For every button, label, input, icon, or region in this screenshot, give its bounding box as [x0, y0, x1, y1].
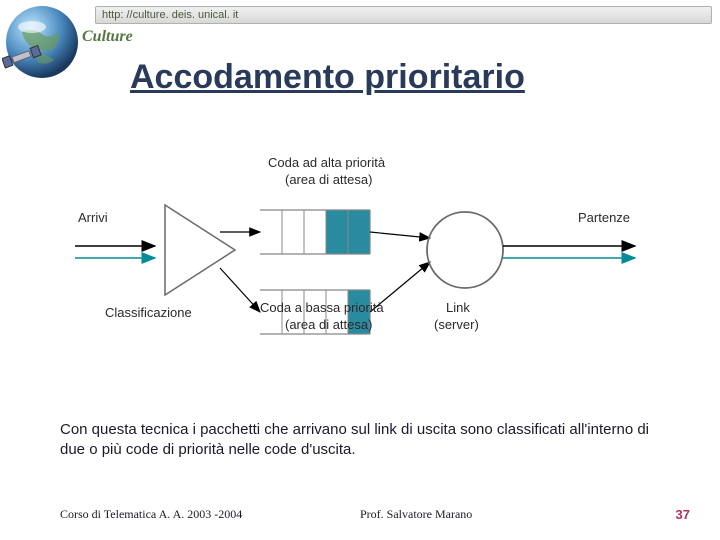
page-title: Accodamento prioritario — [130, 58, 525, 97]
label-link-2: (server) — [434, 317, 479, 332]
label-highq-1: Coda ad alta priorità — [268, 155, 385, 170]
globe-icon — [2, 2, 82, 82]
footer-course: Corso di Telematica A. A. 2003 -2004 — [60, 507, 242, 522]
header-url-text: http: //culture. deis. unical. it — [102, 9, 238, 21]
footer-page-number: 37 — [676, 507, 690, 522]
header-url-bar: http: //culture. deis. unical. it — [95, 6, 712, 24]
body-paragraph: Con questa tecnica i pacchetti che arriv… — [60, 420, 660, 461]
culture-logo: Culture — [82, 28, 133, 46]
label-arrivi: Arrivi — [78, 210, 108, 225]
label-classificazione: Classificazione — [105, 305, 192, 320]
footer-professor: Prof. Salvatore Marano — [360, 507, 472, 522]
label-highq-2: (area di attesa) — [285, 172, 372, 187]
label-partenze: Partenze — [578, 210, 630, 225]
label-lowq-2: (area di attesa) — [285, 317, 372, 332]
label-lowq-1: Coda a bassa priorità — [260, 300, 384, 315]
label-link-1: Link — [446, 300, 470, 315]
